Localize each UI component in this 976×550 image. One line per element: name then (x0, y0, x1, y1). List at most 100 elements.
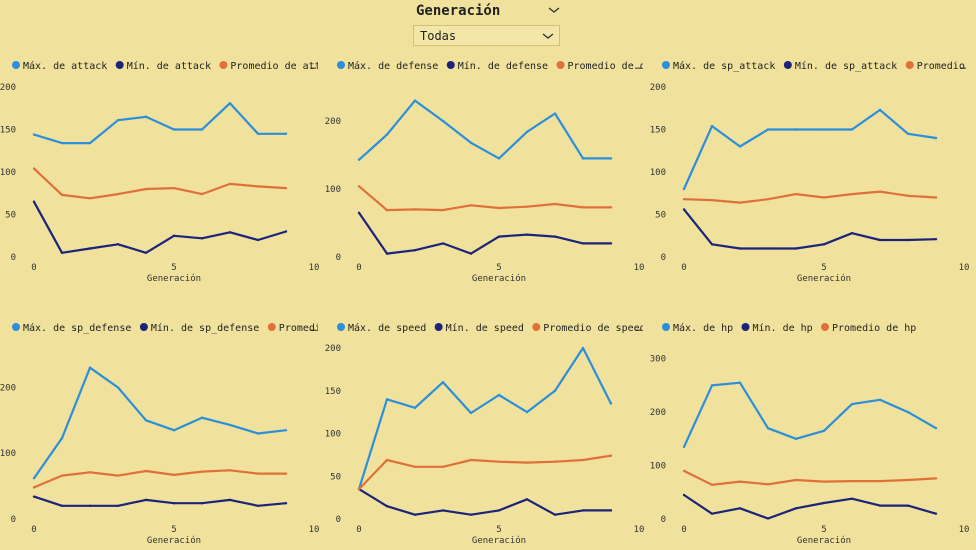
data-point-avg[interactable] (441, 465, 445, 469)
data-point-avg[interactable] (822, 196, 826, 199)
data-point-min[interactable] (256, 238, 260, 242)
data-point-min[interactable] (682, 493, 686, 497)
data-point-min[interactable] (766, 247, 770, 250)
series-line-max[interactable] (357, 346, 612, 490)
series-line-avg[interactable] (358, 454, 612, 490)
chart-legend[interactable]: Máx. de defense Mín. de defense Promedio d… (337, 60, 650, 72)
data-point-max[interactable] (878, 398, 882, 402)
series-line-min[interactable] (33, 495, 287, 507)
data-point-min[interactable] (172, 502, 176, 505)
data-point-avg[interactable] (710, 483, 714, 486)
data-point-min[interactable] (172, 234, 176, 237)
data-point-avg[interactable] (906, 478, 910, 482)
data-point-max[interactable] (525, 410, 529, 414)
data-point-min[interactable] (850, 232, 854, 235)
data-point-max[interactable] (497, 157, 501, 160)
data-point-max[interactable] (581, 346, 585, 350)
data-point-max[interactable] (682, 445, 686, 449)
data-point-min[interactable] (497, 235, 501, 238)
data-point-max[interactable] (469, 411, 473, 415)
data-point-max[interactable] (934, 136, 938, 140)
data-point-avg[interactable] (256, 185, 260, 188)
data-point-min[interactable] (794, 507, 798, 510)
data-point-max[interactable] (256, 432, 260, 435)
data-point-avg[interactable] (581, 206, 585, 209)
data-point-max[interactable] (738, 145, 742, 148)
data-point-min[interactable] (525, 233, 529, 236)
chart-legend[interactable]: Máx. de attack Mín. de attack Promedio de … (12, 60, 325, 72)
data-point-avg[interactable] (682, 469, 686, 473)
series-line-min[interactable] (358, 212, 611, 255)
data-point-min[interactable] (822, 243, 826, 246)
series-line-min[interactable] (683, 494, 937, 520)
data-point-avg[interactable] (934, 196, 938, 199)
data-point-max[interactable] (525, 130, 529, 134)
data-point-avg[interactable] (609, 206, 613, 209)
data-point-max[interactable] (710, 124, 714, 128)
data-point-max[interactable] (385, 398, 389, 401)
data-point-max[interactable] (766, 128, 770, 131)
data-point-max[interactable] (413, 406, 417, 410)
data-point-max[interactable] (200, 128, 204, 131)
data-point-max[interactable] (256, 132, 260, 135)
data-point-min[interactable] (906, 238, 910, 242)
data-point-min[interactable] (553, 235, 557, 238)
data-point-min[interactable] (850, 497, 854, 500)
data-point-avg[interactable] (738, 480, 742, 483)
data-point-avg[interactable] (60, 474, 64, 477)
data-point-max[interactable] (822, 429, 826, 433)
data-point-avg[interactable] (385, 458, 389, 462)
series-line-min[interactable] (33, 201, 287, 254)
data-point-min[interactable] (144, 251, 148, 254)
data-point-min[interactable] (385, 252, 389, 255)
chevron-down-icon[interactable] (547, 4, 561, 16)
data-point-max[interactable] (144, 419, 148, 422)
chart-legend[interactable]: Máx. de speed Mín. de speed Promedio de sp… (337, 322, 646, 334)
data-point-min[interactable] (413, 249, 417, 252)
data-point-max[interactable] (710, 384, 714, 387)
data-point-max[interactable] (116, 386, 120, 389)
data-point-avg[interactable] (581, 458, 585, 462)
data-point-min[interactable] (200, 237, 204, 240)
data-point-min[interactable] (581, 509, 585, 512)
data-point-min[interactable] (934, 237, 938, 241)
data-point-min[interactable] (710, 512, 714, 515)
data-point-min[interactable] (581, 242, 585, 245)
data-point-avg[interactable] (228, 469, 232, 472)
data-point-avg[interactable] (766, 483, 770, 486)
data-point-max[interactable] (172, 128, 176, 131)
data-point-max[interactable] (766, 426, 770, 430)
series-line-max[interactable] (33, 102, 286, 145)
data-point-min[interactable] (116, 243, 120, 246)
data-point-avg[interactable] (850, 479, 854, 483)
data-point-max[interactable] (32, 133, 36, 136)
data-point-avg[interactable] (284, 186, 288, 190)
data-point-min[interactable] (357, 211, 361, 214)
data-point-min[interactable] (228, 498, 232, 502)
data-point-min[interactable] (469, 513, 473, 516)
series-line-avg[interactable] (33, 469, 286, 489)
data-point-max[interactable] (794, 437, 798, 441)
series-line-min[interactable] (358, 488, 611, 516)
data-point-min[interactable] (497, 509, 501, 512)
data-point-avg[interactable] (553, 460, 557, 463)
data-point-min[interactable] (766, 517, 770, 520)
data-point-max[interactable] (284, 429, 288, 432)
data-point-min[interactable] (710, 243, 714, 246)
data-point-avg[interactable] (284, 472, 288, 475)
data-point-max[interactable] (413, 99, 417, 102)
data-point-max[interactable] (172, 429, 176, 432)
series-line-avg[interactable] (683, 469, 937, 486)
data-point-max[interactable] (850, 128, 854, 131)
chart-legend[interactable]: Máx. de sp_attack Mín. de sp_attack Promed… (662, 60, 976, 72)
data-point-max[interactable] (88, 366, 92, 369)
series-line-avg[interactable] (683, 190, 937, 204)
data-point-avg[interactable] (794, 478, 798, 482)
data-point-max[interactable] (469, 141, 473, 144)
data-point-max[interactable] (144, 115, 148, 118)
data-point-min[interactable] (441, 242, 445, 245)
data-point-min[interactable] (682, 208, 686, 211)
data-point-max[interactable] (794, 128, 798, 131)
data-point-min[interactable] (413, 513, 417, 516)
data-point-avg[interactable] (172, 186, 176, 190)
